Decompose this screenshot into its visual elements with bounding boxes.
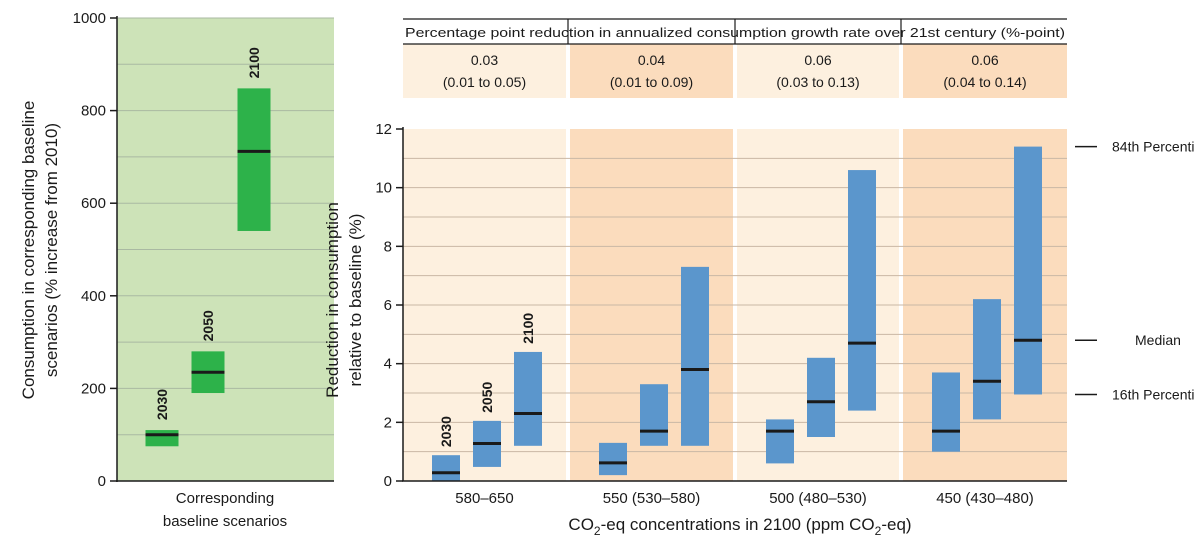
baseline-y-axis-title-line2: scenarios (% increase from 2010) xyxy=(42,123,61,377)
y-tick-label: 8 xyxy=(384,238,392,255)
baseline-x-axis-title-line2: baseline scenarios xyxy=(163,513,287,530)
growth-cell-background xyxy=(903,44,1067,98)
concentration-category-label: 450 (430–480) xyxy=(936,490,1034,507)
box-2100 xyxy=(514,351,542,446)
year-label-2050: 2050 xyxy=(479,382,495,413)
growth-median-value: 0.06 xyxy=(971,52,998,68)
concentration-category-label: 580–650 xyxy=(455,490,513,507)
growth-header-title: Percentage point reduction in annualized… xyxy=(405,25,1065,40)
box-2030 xyxy=(766,419,794,464)
concentration-category-labels: 580–650 550 (530–580) 500 (480–530) 450 (43… xyxy=(455,490,1034,507)
y-tick-label: 0 xyxy=(98,473,106,490)
y-tick-label: 4 xyxy=(384,356,392,373)
y-tick-label: 12 xyxy=(375,121,392,138)
growth-cell-background xyxy=(403,44,566,98)
baseline-boxes: 2030 2050 2100 xyxy=(145,47,271,447)
growth-median-value: 0.06 xyxy=(804,52,831,68)
growth-median-value: 0.04 xyxy=(638,52,665,68)
16th-percentile-label: 16th Percentile xyxy=(1112,386,1194,402)
growth-median-value: 0.03 xyxy=(471,52,498,68)
y-tick-label: 1000 xyxy=(73,10,106,27)
box-2050 xyxy=(640,384,668,446)
y-tick-label: 2 xyxy=(384,414,392,431)
growth-cell-background xyxy=(737,44,899,98)
box-2030 xyxy=(432,455,460,481)
year-label-2100: 2100 xyxy=(520,313,536,344)
box-2030 xyxy=(932,372,960,452)
box-2100 xyxy=(237,88,271,231)
year-label-2100: 2100 xyxy=(246,47,262,78)
box-2030 xyxy=(145,430,179,447)
84th-percentile-label: 84th Percentile xyxy=(1112,139,1194,155)
box-2100 xyxy=(681,266,709,446)
y-tick-label: 200 xyxy=(81,380,106,397)
mitigation-boxes: 2030 2050 2100 xyxy=(432,146,1042,481)
concentration-category-label: 550 (530–580) xyxy=(603,490,701,507)
growth-rate-header: Percentage point reduction in annualized… xyxy=(403,18,1067,90)
growth-range-value: (0.01 to 0.09) xyxy=(610,74,693,90)
median-label: Median xyxy=(1135,332,1181,348)
y-tick-label: 600 xyxy=(81,195,106,212)
mitigation-y-ticks: 0 2 4 6 8 10 12 xyxy=(375,121,403,490)
y-tick-label: 800 xyxy=(81,103,106,120)
y-tick-label: 10 xyxy=(375,180,392,197)
box-2050 xyxy=(973,299,1001,420)
box-2030 xyxy=(599,442,627,476)
box-2100 xyxy=(848,170,876,411)
year-label-2030: 2030 xyxy=(438,416,454,447)
group-backgrounds xyxy=(403,44,1067,481)
y-tick-label: 400 xyxy=(81,288,106,305)
growth-cell-background xyxy=(570,44,733,98)
growth-range-value: (0.01 to 0.05) xyxy=(443,74,526,90)
growth-range-value: (0.03 to 0.13) xyxy=(776,74,859,90)
percentile-annotations: 84th Percentile Median 16th Percentile xyxy=(1075,139,1194,402)
box-2100 xyxy=(1014,146,1042,395)
y-tick-label: 6 xyxy=(384,297,392,314)
mitigation-chart: Percentage point reduction in annualized… xyxy=(323,18,1194,538)
year-label-2050: 2050 xyxy=(200,310,216,341)
baseline-chart: 2030 2050 2100 0 200 400 600 800 1000 Consumpti… xyxy=(19,10,334,530)
mitigation-x-axis-title: CO2-eq concentrations in 2100 (ppm CO2-e… xyxy=(568,515,911,538)
mitigation-y-axis-title-line2: relative to baseline (%) xyxy=(346,214,365,387)
concentration-category-label: 500 (480–530) xyxy=(769,490,867,507)
y-tick-label: 0 xyxy=(384,473,392,490)
growth-range-value: (0.04 to 0.14) xyxy=(943,74,1026,90)
baseline-y-ticks: 0 200 400 600 800 1000 xyxy=(73,10,117,490)
box-2050 xyxy=(807,357,835,437)
baseline-gridlines xyxy=(117,17,334,436)
baseline-x-axis-title-line1: Corresponding xyxy=(176,490,274,507)
baseline-y-axis-title-line1: Consumption in corresponding baseline xyxy=(19,101,38,400)
year-label-2030: 2030 xyxy=(154,389,170,420)
mitigation-y-axis-title-line1: Reduction in consumption xyxy=(323,202,342,398)
